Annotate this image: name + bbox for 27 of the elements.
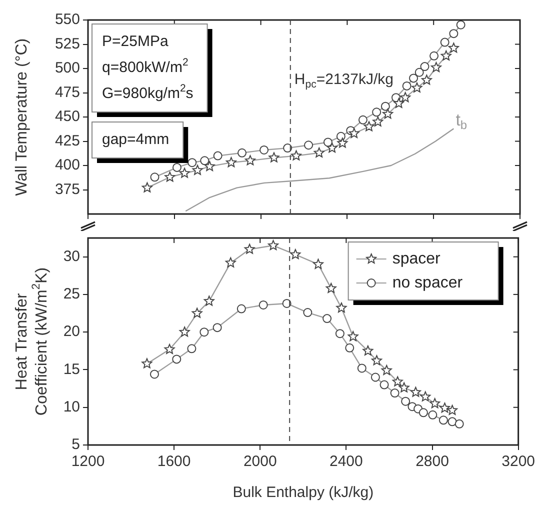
x-axis-title: Bulk Enthalpy (kJ/kg) bbox=[232, 484, 374, 502]
y-tick-label: 475 bbox=[54, 84, 80, 101]
x-tick-label: 2400 bbox=[330, 453, 363, 470]
legend-label: spacer bbox=[392, 250, 442, 268]
y-tick-label: 15 bbox=[63, 360, 80, 378]
y-tick-label: 550 bbox=[54, 11, 80, 28]
y-tick-label: 20 bbox=[63, 323, 80, 340]
y-tick-label: 5 bbox=[72, 436, 80, 454]
x-tick-label: 1200 bbox=[71, 453, 105, 470]
y-axis-title: Wall Temperature (°C) bbox=[13, 38, 30, 196]
y-tick-label: 500 bbox=[54, 60, 80, 77]
y-tick-label: 425 bbox=[54, 132, 80, 150]
y-tick-label: 450 bbox=[54, 108, 80, 126]
y-tick-label: 400 bbox=[54, 156, 80, 174]
y-tick-label: 30 bbox=[63, 248, 80, 265]
y-tick-label: 25 bbox=[63, 286, 80, 303]
y-tick-label: 525 bbox=[54, 35, 80, 52]
y-tick-label: 375 bbox=[54, 180, 80, 198]
legend-label: no spacer bbox=[392, 274, 464, 292]
x-tick-label: 2800 bbox=[416, 453, 449, 470]
y-tick-label: 10 bbox=[63, 398, 80, 416]
x-tick-label: 3200 bbox=[502, 453, 536, 470]
y-axis-title: Heat Transfer Coefficient (kW/m2K) bbox=[13, 267, 50, 416]
x-tick-label: 1600 bbox=[157, 453, 191, 470]
x-tick-label: 2000 bbox=[243, 453, 277, 470]
annotation: gap=4mm bbox=[102, 131, 170, 148]
annotation: P=25MPa bbox=[102, 33, 169, 50]
